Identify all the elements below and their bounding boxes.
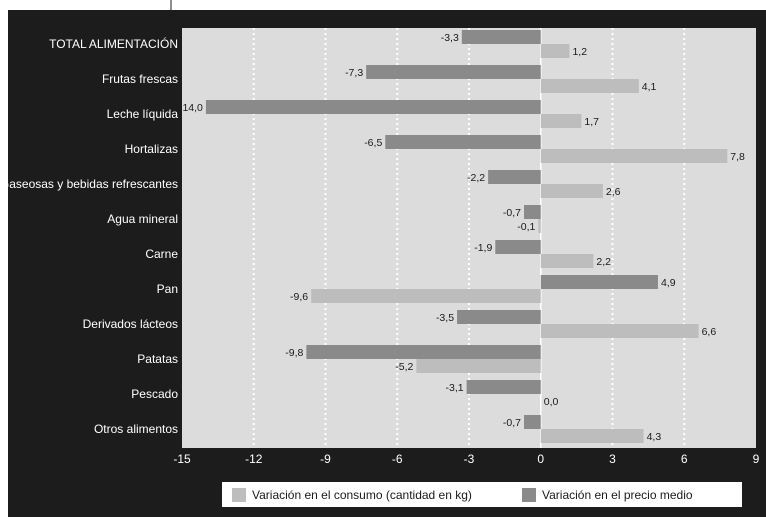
value-label-consumo: 1,2 [572, 46, 587, 58]
bar-consumo [540, 429, 644, 443]
bar-consumo [540, 79, 639, 93]
category-label: Pan [157, 282, 178, 296]
bar-precio-medio [205, 100, 541, 114]
category-label: Hortalizas [125, 142, 178, 156]
value-label-consumo: 0,0 [544, 396, 559, 408]
bar-consumo [540, 149, 728, 163]
value-label-precio: 4,9 [661, 277, 676, 289]
chart-grid-layer [252, 28, 686, 448]
category-label: Otros alimentos [94, 422, 178, 436]
value-label-consumo: 7,8 [730, 151, 745, 163]
value-label-precio: -2,2 [467, 172, 485, 184]
value-label-consumo: -9,6 [290, 291, 308, 303]
category-label: Derivados lácteos [83, 317, 178, 331]
bar-precio-medio [488, 170, 541, 184]
bar-precio-medio [524, 415, 541, 429]
x-tick-label: -15 [173, 452, 191, 466]
bar-precio-medio [457, 310, 541, 324]
bar-precio-medio [461, 30, 541, 44]
x-tick-label: 0 [537, 452, 544, 466]
bar-consumo [538, 219, 541, 233]
bar-precio-medio [495, 240, 541, 254]
chart-axis-layer: -15 -12 -9 -6 -3 0 3 6 9 [173, 452, 759, 466]
legend-swatch-consumo [232, 488, 246, 502]
x-tick-label: 6 [681, 452, 688, 466]
value-label-consumo: 2,6 [606, 186, 621, 198]
value-label-precio: -6,5 [364, 137, 382, 149]
value-label-consumo: -5,2 [395, 361, 413, 373]
value-label-precio: -3,5 [436, 312, 454, 324]
bar-precio-medio [385, 135, 541, 149]
category-label: Leche líquida [107, 107, 179, 121]
bar-consumo [540, 324, 699, 338]
legend-swatch-precio [522, 488, 536, 502]
bar-precio-medio [466, 380, 541, 394]
bar-consumo [416, 359, 541, 373]
value-label-precio: -14,0 [179, 102, 203, 114]
value-label-consumo: 6,6 [702, 326, 717, 338]
value-label-precio: -3,1 [446, 382, 464, 394]
bar-consumo [540, 254, 594, 268]
category-label: TOTAL ALIMENTACIÓN [49, 36, 178, 51]
value-label-precio: -7,3 [345, 67, 363, 79]
bar-precio-medio [540, 275, 658, 289]
bar-consumo [540, 114, 582, 128]
category-label: Gaseosas y bebidas refrescantes [0, 177, 178, 191]
value-label-precio: -0,7 [503, 417, 521, 429]
value-label-consumo: 4,3 [647, 431, 662, 443]
category-label: Pescado [131, 387, 178, 401]
legend-box [222, 482, 742, 507]
category-label: Frutas frescas [102, 72, 178, 86]
x-tick-label: -9 [320, 452, 331, 466]
category-label: Carne [145, 247, 178, 261]
value-label-consumo: 2,2 [596, 256, 611, 268]
value-label-consumo: 1,7 [584, 116, 599, 128]
value-label-precio: -0,7 [503, 207, 521, 219]
chart-labels-layer: TOTAL ALIMENTACIÓN -3,3 1,2 Frutas frescas -… [0, 32, 745, 443]
value-label-consumo: 4,1 [642, 81, 657, 93]
bar-precio-medio [524, 205, 541, 219]
bar-consumo [540, 184, 603, 198]
value-label-precio: -1,9 [474, 242, 492, 254]
chart-legend-layer: Variación en el consumo (cantidad en kg)… [222, 482, 742, 507]
category-label: Patatas [137, 352, 178, 366]
chart-bars-layer [205, 30, 728, 443]
value-label-precio: -9,8 [285, 347, 303, 359]
x-tick-label: -12 [245, 452, 263, 466]
legend-label-consumo: Variación en el consumo (cantidad en kg) [252, 488, 472, 502]
category-label: Agua mineral [107, 212, 178, 226]
bar-precio-medio [306, 345, 541, 359]
value-label-consumo: -0,1 [517, 221, 535, 233]
bar-consumo [540, 44, 570, 58]
x-tick-label: -3 [464, 452, 475, 466]
value-label-precio: -3,3 [441, 32, 459, 44]
x-tick-label: 3 [609, 452, 616, 466]
x-tick-label: 9 [753, 452, 760, 466]
x-tick-label: -6 [392, 452, 403, 466]
bar-precio-medio [366, 65, 541, 79]
legend-label-precio: Variación en el precio medio [542, 488, 693, 502]
bar-consumo [311, 289, 541, 303]
